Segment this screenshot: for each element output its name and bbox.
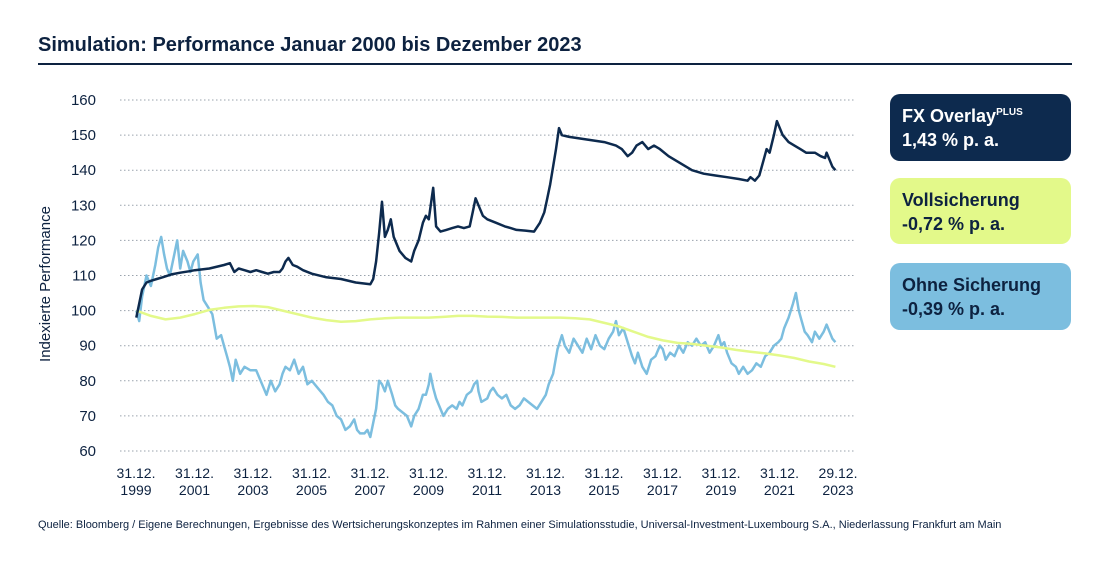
y-tick-label: 140 [71, 162, 96, 179]
legend-vollsicherung: Vollsicherung -0,72 % p. a. [890, 178, 1071, 244]
x-tick-label: 2015 [588, 482, 619, 498]
x-tick-label: 31.12. [409, 465, 448, 481]
y-axis-ticks: 60 70 80 90 100 110 120 130 140 150 160 [71, 92, 96, 460]
y-tick-label: 130 [71, 197, 96, 214]
x-tick-label: 31.12. [643, 465, 682, 481]
y-tick-label: 160 [71, 92, 96, 109]
x-tick-label: 2023 [822, 482, 853, 498]
x-tick-label: 31.12. [702, 465, 741, 481]
x-tick-label: 31.12. [117, 465, 156, 481]
x-tick-label: 2017 [647, 482, 678, 498]
y-tick-label: 70 [79, 408, 96, 425]
chart-title: Simulation: Performance Januar 2000 bis … [38, 34, 582, 56]
series-line-ohne-sicherung [135, 235, 837, 439]
x-tick-label: 2005 [296, 482, 327, 498]
source-note: Quelle: Bloomberg / Eigene Berechnungen,… [38, 519, 1002, 531]
legend-ohne-sicherung-name: Ohne Sicherung [902, 275, 1042, 295]
x-tick-label: 29.12. [819, 465, 858, 481]
legend-vollsicherung-name: Vollsicherung [902, 190, 1020, 210]
legend-fx-overlay: FX OverlayPLUS 1,43 % p. a. [890, 94, 1071, 161]
y-tick-label: 90 [79, 338, 96, 355]
y-tick-label: 60 [79, 443, 96, 460]
series-line-vollsicherung [135, 304, 836, 369]
legend-fx-overlay-value: 1,43 % p. a. [902, 130, 1000, 150]
legend-fx-overlay-sup: PLUS [996, 107, 1023, 118]
legend-ohne-sicherung-value: -0,39 % p. a. [902, 299, 1006, 319]
legend-ohne-sicherung: Ohne Sicherung -0,39 % p. a. [890, 263, 1071, 330]
x-tick-label: 31.12. [468, 465, 507, 481]
x-tick-label: 31.12. [292, 465, 331, 481]
x-tick-label: 2013 [530, 482, 561, 498]
y-tick-label: 100 [71, 303, 96, 320]
x-tick-label: 2021 [764, 482, 795, 498]
legend-fx-overlay-name: FX Overlay [902, 106, 997, 126]
x-tick-label: 31.12. [585, 465, 624, 481]
series-line-fx-overlay-plus [135, 119, 837, 318]
x-tick-label: 2009 [413, 482, 444, 498]
x-tick-label: 2019 [705, 482, 736, 498]
x-tick-label: 2003 [237, 482, 268, 498]
y-tick-label: 120 [71, 232, 96, 249]
grid-lines [120, 99, 855, 452]
x-tick-label: 1999 [120, 482, 151, 498]
x-axis-ticks: 31.12.199931.12.200131.12.200331.12.2005… [117, 465, 858, 498]
legend-vollsicherung-value: -0,72 % p. a. [902, 214, 1006, 234]
x-tick-label: 31.12. [526, 465, 565, 481]
title-divider [38, 63, 1072, 65]
x-tick-label: 2011 [472, 482, 502, 498]
x-tick-label: 2001 [179, 482, 210, 498]
x-tick-label: 31.12. [175, 465, 214, 481]
y-tick-label: 150 [71, 127, 96, 144]
x-tick-label: 2007 [354, 482, 385, 498]
y-axis-label: Indexierte Performance [37, 206, 54, 362]
x-tick-label: 31.12. [351, 465, 390, 481]
y-tick-label: 110 [72, 268, 96, 285]
y-tick-label: 80 [79, 373, 96, 390]
x-tick-label: 31.12. [234, 465, 273, 481]
x-tick-label: 31.12. [760, 465, 799, 481]
series-lines [135, 119, 837, 439]
